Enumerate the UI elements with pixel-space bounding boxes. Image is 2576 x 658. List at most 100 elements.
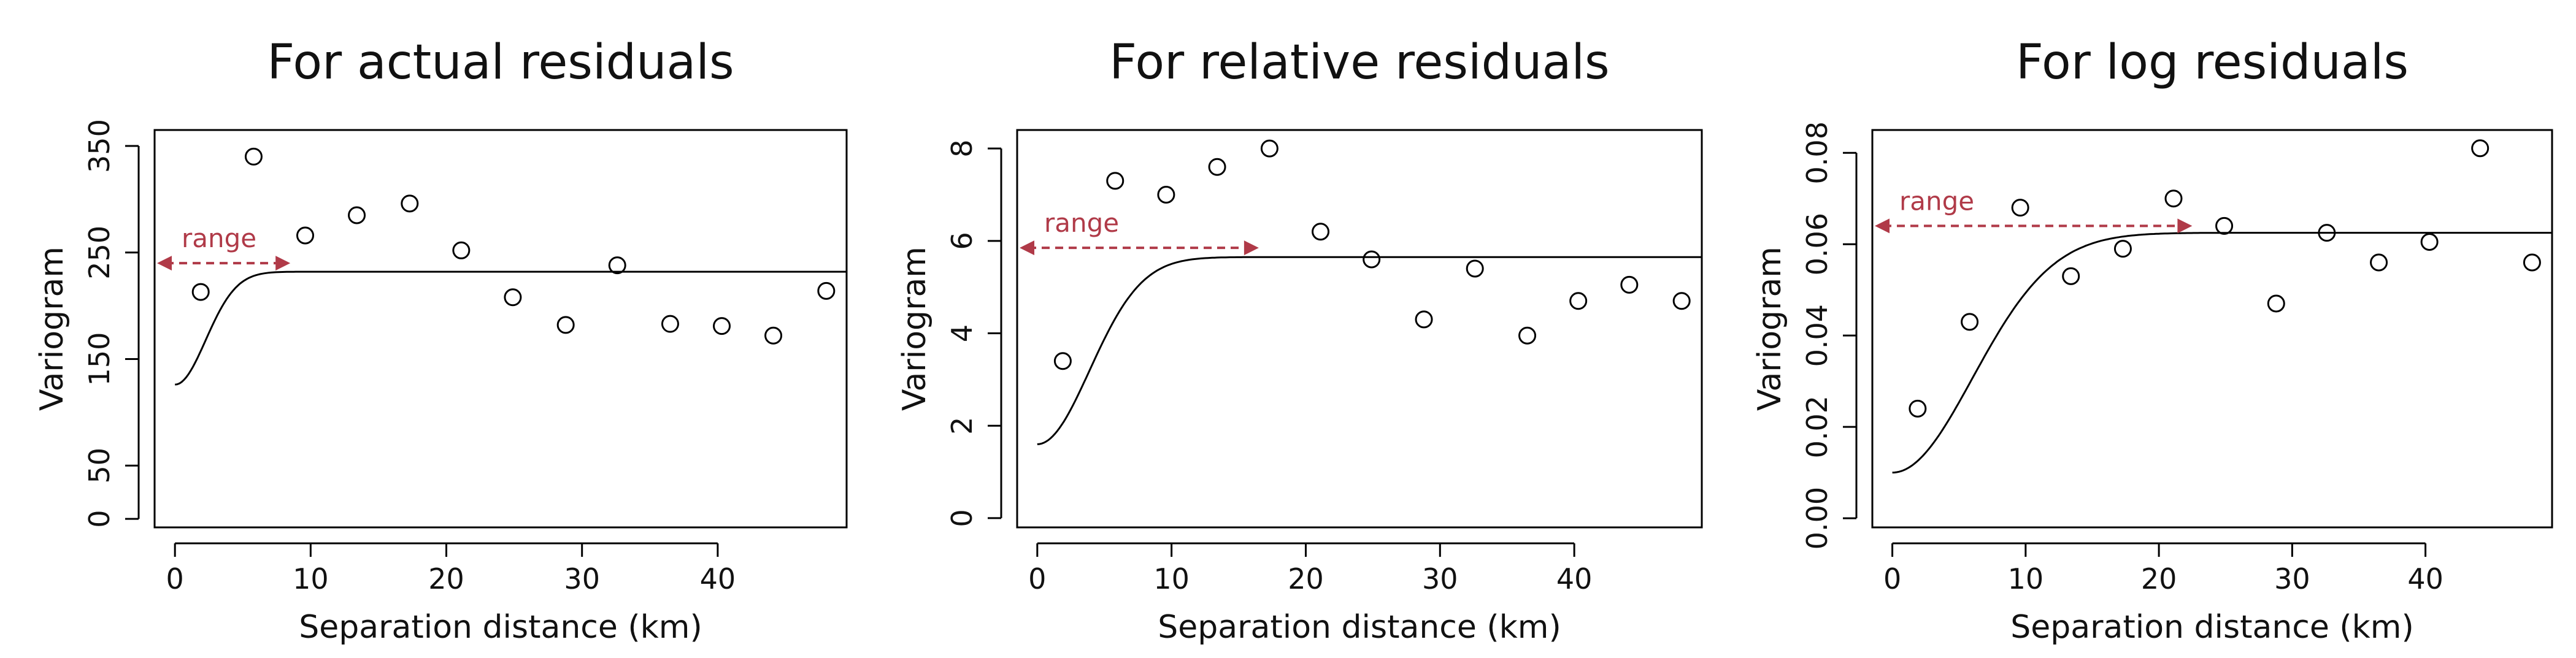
y-tick-label: 6 [945,232,978,250]
empirical-variogram-point [608,256,626,275]
empirical-variogram-point [2471,139,2489,158]
range-arrowhead-right [1244,240,1259,256]
plot-frame [1016,129,1703,529]
y-tick-label: 0 [945,509,978,527]
y-axis-label: Variogram [1751,247,1788,411]
y-tick-label: 50 [83,448,116,484]
x-tick-label: 30 [564,562,600,595]
y-axis-label: Variogram [896,247,933,411]
empirical-variogram-point [1260,139,1278,158]
empirical-variogram-point [504,288,522,307]
empirical-variogram-point [2318,224,2336,242]
empirical-variogram-point [713,317,731,335]
x-tick-label: 30 [1422,562,1458,595]
fitted-variogram-curve [174,270,847,386]
empirical-variogram-point [1415,310,1433,329]
y-tick-label: 8 [945,139,978,157]
empirical-variogram-point [348,206,366,224]
range-label: range [182,223,256,253]
x-tick-label: 10 [293,562,329,595]
empirical-variogram-point [2215,216,2234,235]
x-axis-label: Separation distance (km) [299,609,702,646]
empirical-variogram-point [452,241,471,259]
range-annotation: range [1875,186,2193,234]
empirical-variogram-point [2011,199,2029,217]
x-tick-label: 20 [2141,562,2177,595]
y-tick-label: 4 [945,324,978,342]
empirical-variogram-point [2164,189,2183,208]
empirical-variogram-point [1208,158,1226,176]
empirical-variogram-point [1569,292,1588,310]
empirical-variogram-point [296,226,315,245]
empirical-variogram-point [1312,223,1330,241]
y-tick-label: 0 [83,510,116,527]
y-tick-label: 150 [83,332,116,386]
x-tick-label: 30 [2274,562,2310,595]
empirical-variogram-point [1961,313,1979,331]
empirical-variogram-point [2267,294,2285,313]
range-label: range [1044,208,1119,238]
y-tick-label: 350 [83,119,116,173]
x-tick-label: 40 [2407,562,2443,595]
empirical-variogram-point [1672,292,1691,310]
empirical-variogram-point [244,147,263,166]
x-tick-label: 10 [1153,562,1190,595]
range-arrowhead-left [157,256,172,271]
range-annotation: range [157,223,291,271]
x-axis-label: Separation distance (km) [2010,609,2413,646]
range-arrowhead-right [275,256,291,271]
empirical-variogram-point [1620,275,1639,294]
y-tick-label: 0.04 [1801,304,1834,367]
x-axis-label: Separation distance (km) [1158,609,1561,646]
y-tick-label: 250 [83,226,116,280]
fitted-variogram-curve [1892,232,2552,474]
panel-3: For log residuals 0 10 20 30 40 Separation dis… [1751,35,2553,646]
x-tick-label: 10 [2008,562,2044,595]
empirical-variogram-point [661,315,679,333]
x-tick-label: 40 [700,562,736,595]
range-annotation: range [1020,208,1259,256]
empirical-variogram-point [1363,250,1381,269]
empirical-variogram-point [2113,240,2132,258]
panel-title: For relative residuals [1109,35,1609,90]
x-tick-label: 0 [166,562,184,595]
empirical-variogram-point [1157,185,1175,204]
y-tick-label: 2 [945,417,978,435]
fitted-variogram-curve [1037,256,1702,445]
empirical-variogram-point [764,326,783,345]
empirical-variogram-point [2062,267,2080,285]
y-tick-label: 0.02 [1801,396,1834,458]
x-tick-label: 0 [1883,562,1901,595]
x-tick-label: 0 [1028,562,1046,595]
panel-title: For actual residuals [267,35,734,90]
range-arrowhead-left [1020,240,1034,256]
empirical-variogram-point [2370,253,2388,272]
empirical-variogram-point [2420,232,2439,251]
panel-title: For log residuals [2016,35,2409,90]
empirical-variogram-point [191,283,210,301]
panel-1: For actual residuals 0 10 20 30 40 Separation … [34,35,848,646]
plot-frame [153,129,848,529]
y-tick-label: 0.08 [1801,121,1834,184]
x-tick-label: 40 [1556,562,1593,595]
empirical-variogram-point [1106,172,1125,190]
empirical-variogram-point [817,281,836,300]
empirical-variogram-point [1053,352,1072,370]
empirical-variogram-point [556,316,575,334]
empirical-variogram-point [1466,259,1484,278]
range-label: range [1899,186,1974,216]
empirical-variogram-point [401,194,419,213]
empirical-variogram-point [1518,326,1537,345]
y-axis-label: Variogram [34,247,71,411]
y-tick-label: 0.00 [1801,487,1834,549]
empirical-variogram-point [2523,253,2541,272]
plot-frame [1871,129,2553,529]
x-tick-label: 20 [1288,562,1324,595]
range-arrowhead-right [2177,218,2193,234]
x-tick-label: 20 [428,562,464,595]
range-arrowhead-left [1875,218,1890,234]
y-tick-label: 0.06 [1801,213,1834,275]
empirical-variogram-point [1909,399,1927,418]
